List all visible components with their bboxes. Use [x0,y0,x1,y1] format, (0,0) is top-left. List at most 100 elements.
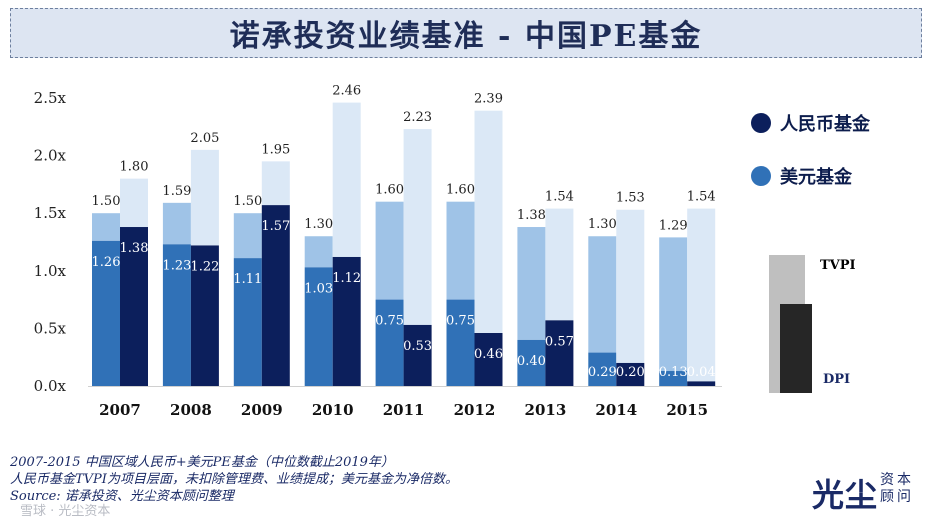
dpi-value-label: 1.12 [332,271,361,286]
x-tick-label: 2007 [99,401,141,419]
bar-dpi [588,352,617,386]
bar-tvpi [474,110,503,334]
footnote-line: 2007-2015 中国区域人民币+美元PE基金（中位数截止2019年） [10,455,394,470]
dpi-value-label: 1.23 [162,258,191,273]
x-tick-label: 2014 [595,401,637,419]
bar-dpi [446,299,475,386]
dpi-value-label: 0.29 [588,365,617,380]
dpi-value-label: 1.22 [190,259,219,274]
bar-dpi [162,244,191,386]
y-tick-label: 0.5x [34,319,67,337]
tvpi-value-label: 1.30 [304,217,333,232]
brand-logo-subtitle: 资本顾问 [880,472,914,505]
key-dpi-label: DPI [823,372,851,387]
bar-dpi [120,227,148,386]
y-tick-label: 2.5x [34,89,67,107]
dpi-value-label: 0.53 [403,339,432,354]
dpi-value-label: 0.13 [659,365,688,380]
bar-dpi [304,267,333,386]
legend-usd-label: 美元基金 [780,167,852,188]
x-tick-label: 2010 [312,401,354,419]
legend-usd-marker [751,166,771,186]
brand-logo: 光尘 [812,476,879,514]
tvpi-value-label: 1.60 [446,183,475,198]
key-tvpi-label: TVPI [820,258,856,273]
dpi-value-label: 1.11 [233,272,262,287]
bar-dpi [190,245,219,386]
bar-dpi [517,339,546,386]
tvpi-value-label: 1.54 [545,190,574,205]
bar-tvpi [233,213,262,259]
bar-dpi [261,205,290,386]
bar-dpi [375,299,404,386]
bar-tvpi [120,178,148,228]
tvpi-value-label: 1.30 [588,217,617,232]
dpi-value-label: 0.04 [687,365,716,380]
y-tick-label: 2.0x [34,147,67,165]
dpi-value-label: 0.40 [517,354,546,369]
bar-dpi [659,371,688,386]
bar-dpi [332,256,361,386]
y-tick-label: 1.0x [34,262,67,280]
tvpi-value-label: 2.39 [474,92,503,107]
bar-dpi [403,324,432,386]
bar-dpi [233,258,262,386]
bar-dpi [616,362,645,386]
tvpi-value-label: 1.29 [659,218,688,233]
bar-tvpi [92,213,120,241]
watermark: 雪球 · 光尘资本 [20,504,111,519]
bar-tvpi [517,227,546,340]
x-tick-label: 2009 [241,401,283,419]
bar-tvpi [687,208,716,382]
dpi-value-label: 0.75 [446,314,475,329]
x-tick-label: 2012 [454,401,496,419]
bar-dpi [474,333,503,386]
bar-tvpi [375,201,404,300]
x-tick-label: 2015 [666,401,708,419]
dpi-value-label: 0.75 [375,314,404,329]
bar-tvpi [332,102,361,257]
key-dpi-swatch [780,304,812,393]
dpi-value-label: 1.26 [92,255,121,270]
dpi-value-label: 1.38 [120,241,149,256]
tvpi-value-label: 1.95 [261,142,290,157]
bar-tvpi [659,237,688,372]
page-title: 诺承投资业绩基准 - 中国PE基金 [229,19,703,54]
bar-tvpi [403,129,432,325]
dpi-value-label: 0.46 [474,347,503,362]
tvpi-value-label: 1.50 [233,194,262,209]
bar-dpi [687,381,716,386]
bar-tvpi [304,236,333,268]
dpi-value-label: 0.57 [545,334,574,349]
y-tick-label: 0.0x [34,377,67,395]
bar-tvpi [588,236,617,353]
legend-rmb-marker [751,113,771,133]
bar-dpi [92,240,120,386]
bar-dpi [545,320,574,386]
bar-tvpi [616,209,645,363]
tvpi-value-label: 1.59 [162,184,191,199]
tvpi-value-label: 1.60 [375,183,404,198]
x-tick-label: 2008 [170,401,212,419]
bar-tvpi [446,201,475,300]
tvpi-value-label: 1.50 [92,194,121,209]
tvpi-value-label: 1.80 [120,160,149,175]
tvpi-value-label: 2.05 [190,131,219,146]
footnote-line: 人民币基金TVPI为项目层面，未扣除管理费、业绩提成；美元基金为净倍数。 [10,472,458,487]
dpi-value-label: 0.20 [616,365,645,380]
footnotes: 2007-2015 中国区域人民币+美元PE基金（中位数截止2019年） 人民币… [10,454,458,505]
bar-tvpi [190,149,219,246]
tvpi-value-label: 1.53 [616,191,645,206]
tvpi-value-label: 1.54 [687,190,716,205]
x-tick-label: 2013 [525,401,567,419]
dpi-value-label: 1.57 [261,219,290,234]
legend-rmb-label: 人民币基金 [780,114,870,135]
tvpi-value-label: 1.38 [517,208,546,223]
bar-tvpi [261,161,290,206]
title-banner: 诺承投资业绩基准 - 中国PE基金 [10,8,922,58]
x-tick-label: 2011 [383,401,425,419]
bar-tvpi [162,202,191,245]
bar-tvpi [545,208,574,321]
tvpi-value-label: 2.46 [332,84,361,99]
